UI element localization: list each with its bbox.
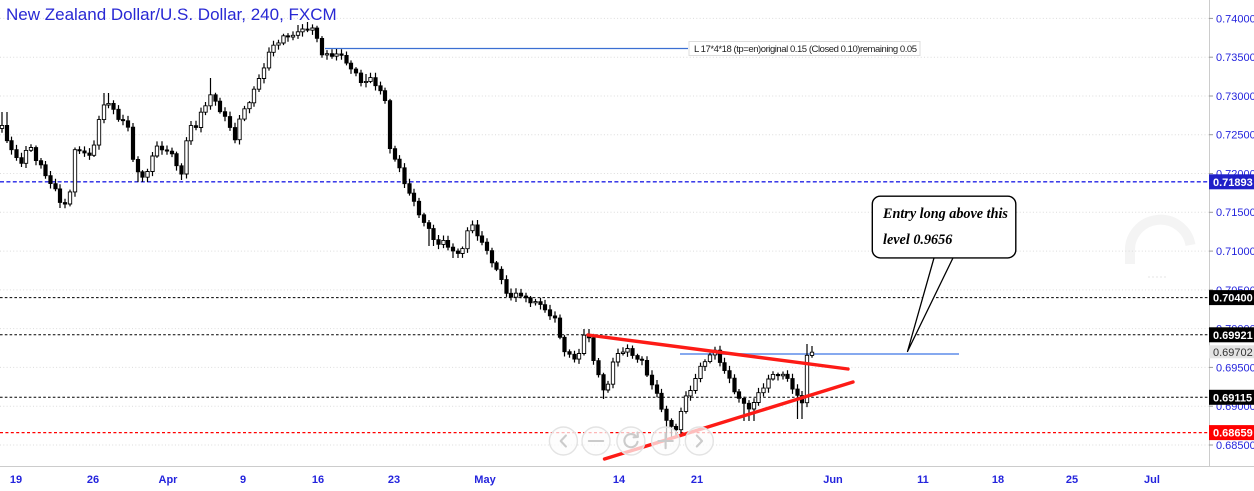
svg-text:9: 9	[240, 474, 246, 486]
svg-text:level 0.9656: level 0.9656	[883, 232, 953, 248]
svg-text:16: 16	[312, 474, 324, 486]
svg-text:0.69500: 0.69500	[1216, 362, 1254, 374]
svg-text:0.73500: 0.73500	[1216, 52, 1254, 64]
svg-text:0.73000: 0.73000	[1216, 91, 1254, 103]
svg-text:0.71500: 0.71500	[1216, 207, 1254, 219]
svg-text:Jun: Jun	[823, 474, 843, 486]
svg-text:0.70400: 0.70400	[1213, 293, 1253, 305]
svg-text:26: 26	[87, 474, 99, 486]
svg-text:21: 21	[691, 474, 703, 486]
svg-text:0.72500: 0.72500	[1216, 130, 1254, 142]
svg-text:0.69921: 0.69921	[1213, 330, 1253, 342]
svg-text:14: 14	[613, 474, 626, 486]
svg-text:0.71893: 0.71893	[1213, 177, 1253, 189]
svg-text:0.69115: 0.69115	[1213, 392, 1252, 404]
svg-text:23: 23	[388, 474, 400, 486]
svg-text:0.68500: 0.68500	[1216, 440, 1254, 452]
svg-text:0.69702: 0.69702	[1213, 347, 1253, 359]
svg-text:L 17*4*18 (tp=en)original 0.15: L 17*4*18 (tp=en)original 0.15 (Closed 0…	[694, 44, 917, 55]
svg-text:Apr: Apr	[159, 474, 179, 486]
svg-text:0.68659: 0.68659	[1213, 428, 1253, 440]
svg-text:Entry long above this: Entry long above this	[882, 206, 1008, 222]
svg-text:19: 19	[10, 474, 22, 486]
svg-text:Jul: Jul	[1144, 474, 1160, 486]
svg-text:0.71000: 0.71000	[1216, 246, 1254, 258]
svg-text:11: 11	[917, 474, 929, 486]
svg-text:25: 25	[1066, 474, 1078, 486]
svg-text:18: 18	[992, 474, 1004, 486]
svg-text:0.74000: 0.74000	[1216, 13, 1254, 25]
svg-text:New Zealand Dollar/U.S. Dollar: New Zealand Dollar/U.S. Dollar, 240, FXC…	[6, 5, 337, 24]
svg-text:May: May	[474, 474, 496, 486]
